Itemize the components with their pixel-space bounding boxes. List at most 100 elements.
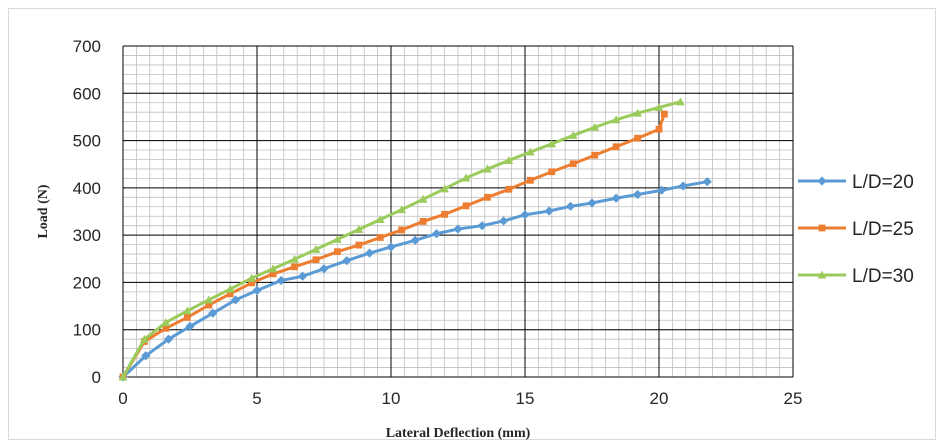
legend-item-l-d-20: L/D=20 bbox=[798, 172, 914, 193]
data-point bbox=[418, 194, 428, 203]
data-point bbox=[660, 110, 668, 118]
data-point bbox=[547, 139, 557, 148]
y-tick-label: 100 bbox=[73, 321, 101, 340]
series-l-d-20 bbox=[118, 177, 712, 382]
y-tick-label: 200 bbox=[73, 273, 101, 292]
data-point bbox=[163, 334, 174, 344]
x-tick-label: 20 bbox=[650, 389, 669, 408]
data-point bbox=[248, 279, 256, 287]
data-point bbox=[386, 242, 396, 252]
data-point bbox=[230, 295, 241, 305]
series-line bbox=[121, 180, 708, 379]
data-point bbox=[634, 134, 641, 142]
tick-labels: 0 5 10 15 20 25 0 100 200 300 400 500 600 700 bbox=[73, 37, 803, 408]
legend-marker bbox=[817, 176, 827, 186]
y-tick-label: 600 bbox=[73, 84, 101, 103]
legend-marker bbox=[817, 270, 827, 279]
data-point bbox=[162, 324, 170, 332]
data-point bbox=[431, 229, 442, 239]
data-point bbox=[569, 160, 577, 168]
data-point bbox=[587, 198, 597, 208]
x-tick-label: 0 bbox=[118, 389, 127, 408]
data-point bbox=[462, 202, 470, 210]
data-point bbox=[655, 125, 663, 133]
legend-item-l-d-25: L/D=25 bbox=[798, 219, 914, 240]
data-point bbox=[297, 271, 308, 281]
data-point bbox=[678, 181, 688, 191]
data-point bbox=[520, 210, 530, 220]
y-axis-title: Load (N) bbox=[36, 184, 51, 238]
data-point bbox=[354, 225, 364, 233]
data-point bbox=[140, 334, 149, 343]
chart-frame bbox=[8, 8, 936, 440]
data-point bbox=[182, 306, 192, 315]
y-tick-label: 400 bbox=[73, 179, 101, 198]
x-tick-label: 5 bbox=[252, 389, 261, 408]
data-point bbox=[525, 147, 535, 156]
data-point bbox=[205, 301, 213, 309]
gridlines bbox=[122, 45, 794, 378]
data-point bbox=[410, 235, 420, 245]
data-point bbox=[612, 143, 620, 151]
data-point bbox=[364, 248, 375, 258]
data-point bbox=[505, 185, 513, 193]
data-point bbox=[548, 168, 556, 176]
data-point bbox=[268, 264, 278, 273]
data-point bbox=[291, 263, 298, 271]
data-point bbox=[590, 122, 600, 131]
data-point bbox=[141, 351, 151, 361]
x-tick-label: 10 bbox=[382, 389, 401, 408]
data-point bbox=[290, 254, 299, 263]
data-point bbox=[419, 218, 427, 225]
data-point bbox=[526, 176, 534, 184]
data-point bbox=[654, 103, 664, 111]
data-point bbox=[252, 285, 262, 296]
data-point bbox=[376, 234, 384, 241]
data-point bbox=[225, 284, 235, 293]
data-point bbox=[441, 210, 448, 218]
data-point bbox=[161, 318, 171, 327]
series-group bbox=[118, 97, 712, 382]
data-point bbox=[118, 372, 128, 381]
legend-label: L/D=30 bbox=[852, 266, 914, 287]
data-point bbox=[311, 244, 321, 253]
data-point bbox=[440, 184, 449, 193]
x-tick-label: 25 bbox=[784, 389, 803, 408]
series-l-d-30 bbox=[118, 97, 685, 381]
data-point bbox=[568, 130, 578, 139]
series-line bbox=[121, 100, 681, 378]
data-point bbox=[477, 221, 487, 231]
data-point bbox=[185, 321, 195, 332]
data-point bbox=[269, 270, 277, 278]
legend-label: L/D=25 bbox=[852, 219, 914, 240]
data-point bbox=[397, 205, 407, 214]
data-point bbox=[611, 193, 621, 203]
x-tick-label: 15 bbox=[516, 389, 535, 408]
data-point bbox=[398, 226, 406, 234]
data-point bbox=[676, 97, 685, 106]
data-point bbox=[632, 189, 643, 200]
data-point bbox=[483, 164, 492, 173]
legend: L/D=20 L/D=25 L/D=30 bbox=[798, 172, 914, 287]
data-point bbox=[334, 248, 341, 256]
y-tick-label: 300 bbox=[73, 226, 101, 245]
data-point bbox=[633, 108, 642, 117]
legend-label: L/D=20 bbox=[852, 172, 914, 193]
data-point bbox=[312, 256, 320, 264]
legend-item-l-d-30: L/D=30 bbox=[798, 266, 914, 287]
data-point bbox=[276, 275, 286, 286]
data-point bbox=[591, 151, 599, 159]
legend-marker bbox=[818, 224, 826, 232]
y-tick-label: 700 bbox=[73, 37, 101, 56]
data-point bbox=[544, 206, 554, 216]
data-point bbox=[183, 314, 191, 321]
data-point bbox=[247, 273, 257, 282]
data-point bbox=[461, 173, 471, 182]
data-point bbox=[333, 234, 342, 243]
data-point bbox=[702, 177, 712, 187]
x-axis-title: Lateral Deflection (mm) bbox=[386, 426, 531, 441]
data-point bbox=[204, 295, 214, 304]
series-l-d-25 bbox=[119, 110, 668, 381]
data-point bbox=[226, 290, 234, 298]
data-point bbox=[498, 216, 509, 226]
